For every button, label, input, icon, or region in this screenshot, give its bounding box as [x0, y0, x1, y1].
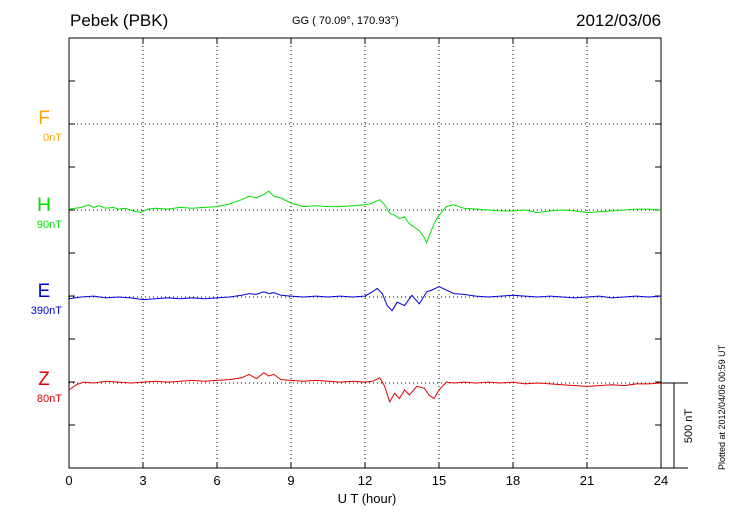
x-tick-label-9: 9 — [287, 473, 294, 488]
component-label-Z: Z — [38, 369, 50, 390]
series-line-E — [68, 286, 662, 312]
x-tick-label-15: 15 — [432, 473, 446, 488]
x-axis-label: U T (hour) — [338, 491, 397, 506]
component-offset-Z: 80nT — [37, 393, 62, 405]
chart-header: Pebek (PBK) GG ( 70.09°, 170.93°) 2012/0… — [0, 0, 730, 36]
series-lines — [68, 190, 662, 404]
chart-date: 2012/03/06 — [576, 11, 662, 30]
component-label-E: E — [38, 281, 51, 302]
axis-ticks: 0 3 6 9 12 15 18 21 24 — [65, 38, 668, 488]
component-offset-H: 90nT — [37, 219, 62, 231]
component-offset-E: 390nT — [31, 305, 62, 317]
x-tick-label-24: 24 — [654, 473, 668, 488]
x-tick-label-3: 3 — [139, 473, 146, 488]
component-offset-F: 0nT — [43, 132, 62, 144]
station-name: Pebek (PBK) — [70, 11, 169, 30]
series-line-Z — [68, 372, 662, 404]
x-tick-label-21: 21 — [580, 473, 594, 488]
x-tick-label-0: 0 — [65, 473, 72, 488]
component-label-H: H — [37, 195, 51, 216]
scale-bar: 500 nT — [661, 382, 695, 469]
x-tick-label-18: 18 — [506, 473, 520, 488]
component-labels: F 0nT H 90nT E 390nT Z 80nT — [31, 108, 62, 405]
scale-bar-label: 500 nT — [683, 409, 695, 444]
station-coordinates: GG ( 70.09°, 170.93°) — [292, 15, 399, 27]
x-tick-label-12: 12 — [358, 473, 372, 488]
horizontal-gridlines — [69, 123, 661, 384]
series-line-H — [68, 190, 662, 245]
vertical-gridlines — [142, 38, 588, 468]
component-label-F: F — [38, 108, 50, 129]
plotted-timestamp: Plotted at 2012/04/06 00:59 UT — [717, 344, 727, 470]
x-tick-label-6: 6 — [213, 473, 220, 488]
